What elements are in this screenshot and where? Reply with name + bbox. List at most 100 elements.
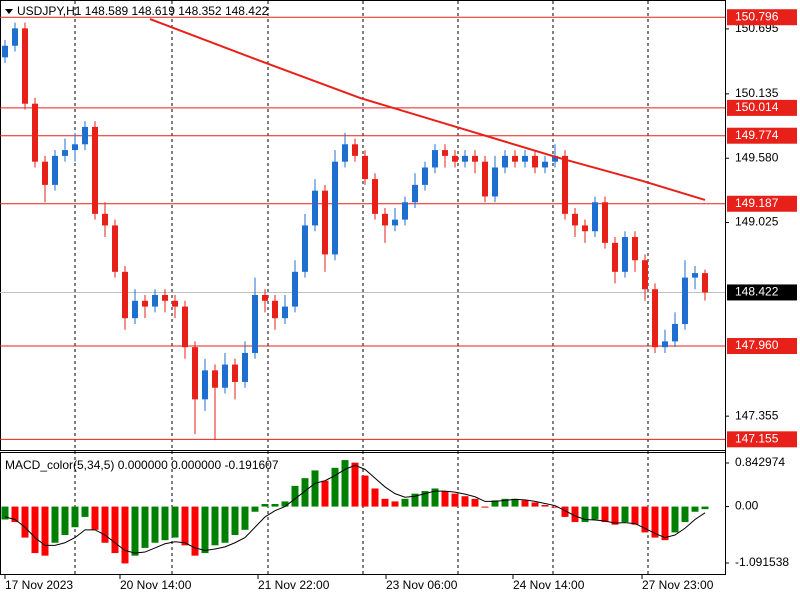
candle-body <box>692 273 698 278</box>
macd-bar <box>601 506 609 523</box>
macd-bar <box>171 506 179 538</box>
candle-body <box>82 126 88 145</box>
macd-bar <box>181 506 189 546</box>
candle-body <box>512 155 518 162</box>
macd-bar <box>281 501 289 507</box>
candle-body <box>322 190 328 255</box>
level-label-box <box>727 338 797 355</box>
candle-body <box>362 155 368 180</box>
candle-body <box>92 126 98 214</box>
macd-bar <box>31 506 39 554</box>
candle-body <box>382 213 388 226</box>
macd-bar <box>511 498 519 507</box>
macd-bar <box>681 506 689 523</box>
level-label-box <box>727 195 797 212</box>
candle-body <box>312 190 318 226</box>
candle-body <box>652 289 658 348</box>
macd-bar <box>401 498 409 507</box>
candle-body <box>242 352 248 382</box>
candle-body <box>302 225 308 272</box>
candle-body <box>42 161 48 185</box>
macd-bar <box>111 506 119 554</box>
macd-bar <box>191 506 199 556</box>
candle-body <box>672 323 678 342</box>
candle-body <box>332 161 338 255</box>
macd-bar <box>91 506 99 530</box>
candle-body <box>282 306 288 319</box>
macd-bar <box>481 506 489 508</box>
level-label: 150.014 <box>735 100 779 114</box>
candle-body <box>462 155 468 162</box>
macd-bar <box>321 480 329 507</box>
candle-body <box>152 295 158 307</box>
y-tick-label: 0.00 <box>735 499 759 513</box>
macd-bar <box>11 506 19 523</box>
candle-body <box>432 150 438 168</box>
macd-bar <box>631 506 639 525</box>
macd-bar <box>101 506 109 543</box>
candle-body <box>622 237 628 272</box>
macd-bar <box>381 498 389 507</box>
macd-bar <box>571 506 579 523</box>
candle-body <box>212 370 218 388</box>
candle-body <box>262 295 268 301</box>
candle-body <box>52 155 58 185</box>
level-label: 150.796 <box>735 9 779 23</box>
macd-bar <box>471 498 479 507</box>
macd-bar <box>531 502 539 507</box>
y-tick-label: 0.842974 <box>735 455 785 469</box>
macd-bar <box>491 500 499 507</box>
level-label-box <box>727 431 797 448</box>
y-tick-label: 150.135 <box>735 86 779 100</box>
x-tick-label: 24 Nov 14:00 <box>513 578 585 592</box>
candle-body <box>482 161 488 197</box>
macd-bar <box>231 506 239 535</box>
macd-bar <box>61 506 69 535</box>
candle-body <box>442 150 448 156</box>
level-label: 147.155 <box>735 432 779 446</box>
macd-bar <box>361 475 369 507</box>
candle-body <box>12 28 18 46</box>
macd-bar <box>611 506 619 525</box>
macd-bar <box>521 500 529 507</box>
macd-bar <box>661 506 669 541</box>
candle-body <box>22 28 28 104</box>
macd-bar <box>41 506 49 556</box>
candle-body <box>62 150 68 156</box>
candle-body <box>2 45 8 58</box>
macd-bar <box>651 506 659 538</box>
macd-bar <box>71 506 79 528</box>
candle-body <box>422 167 428 185</box>
current-price-label: 148.422 <box>735 285 779 299</box>
candle-body <box>102 213 108 226</box>
candle-body <box>402 202 408 220</box>
candle-body <box>232 364 238 382</box>
macd-bar <box>701 506 709 510</box>
candle-body <box>372 179 378 214</box>
macd-bar <box>581 506 589 523</box>
macd-bar <box>541 505 549 507</box>
macd-bar <box>691 506 699 512</box>
level-label: 147.960 <box>735 338 779 352</box>
candle-body <box>492 167 498 197</box>
x-tick-label: 20 Nov 14:00 <box>120 578 192 592</box>
x-tick-label: 17 Nov 2023 <box>5 578 73 592</box>
candle-body <box>32 103 38 162</box>
macd-bar <box>561 506 569 517</box>
macd-bar <box>211 506 219 546</box>
level-label-box <box>727 99 797 116</box>
macd-title: MACD_color(5,34,5) 0.000000 0.000000 -0.… <box>5 458 279 472</box>
y-tick-label: 149.025 <box>735 215 779 229</box>
candle-body <box>252 295 258 353</box>
candle-body <box>522 155 528 162</box>
candle-body <box>162 295 168 301</box>
macd-bar <box>641 506 649 533</box>
macd-bar <box>371 488 379 507</box>
macd-bar <box>411 493 419 507</box>
macd-bar <box>241 506 249 530</box>
candle-body <box>142 300 148 307</box>
signal-line <box>4 464 706 554</box>
macd-bar <box>201 506 209 554</box>
candle-body <box>532 155 538 168</box>
candle-body <box>542 161 548 168</box>
